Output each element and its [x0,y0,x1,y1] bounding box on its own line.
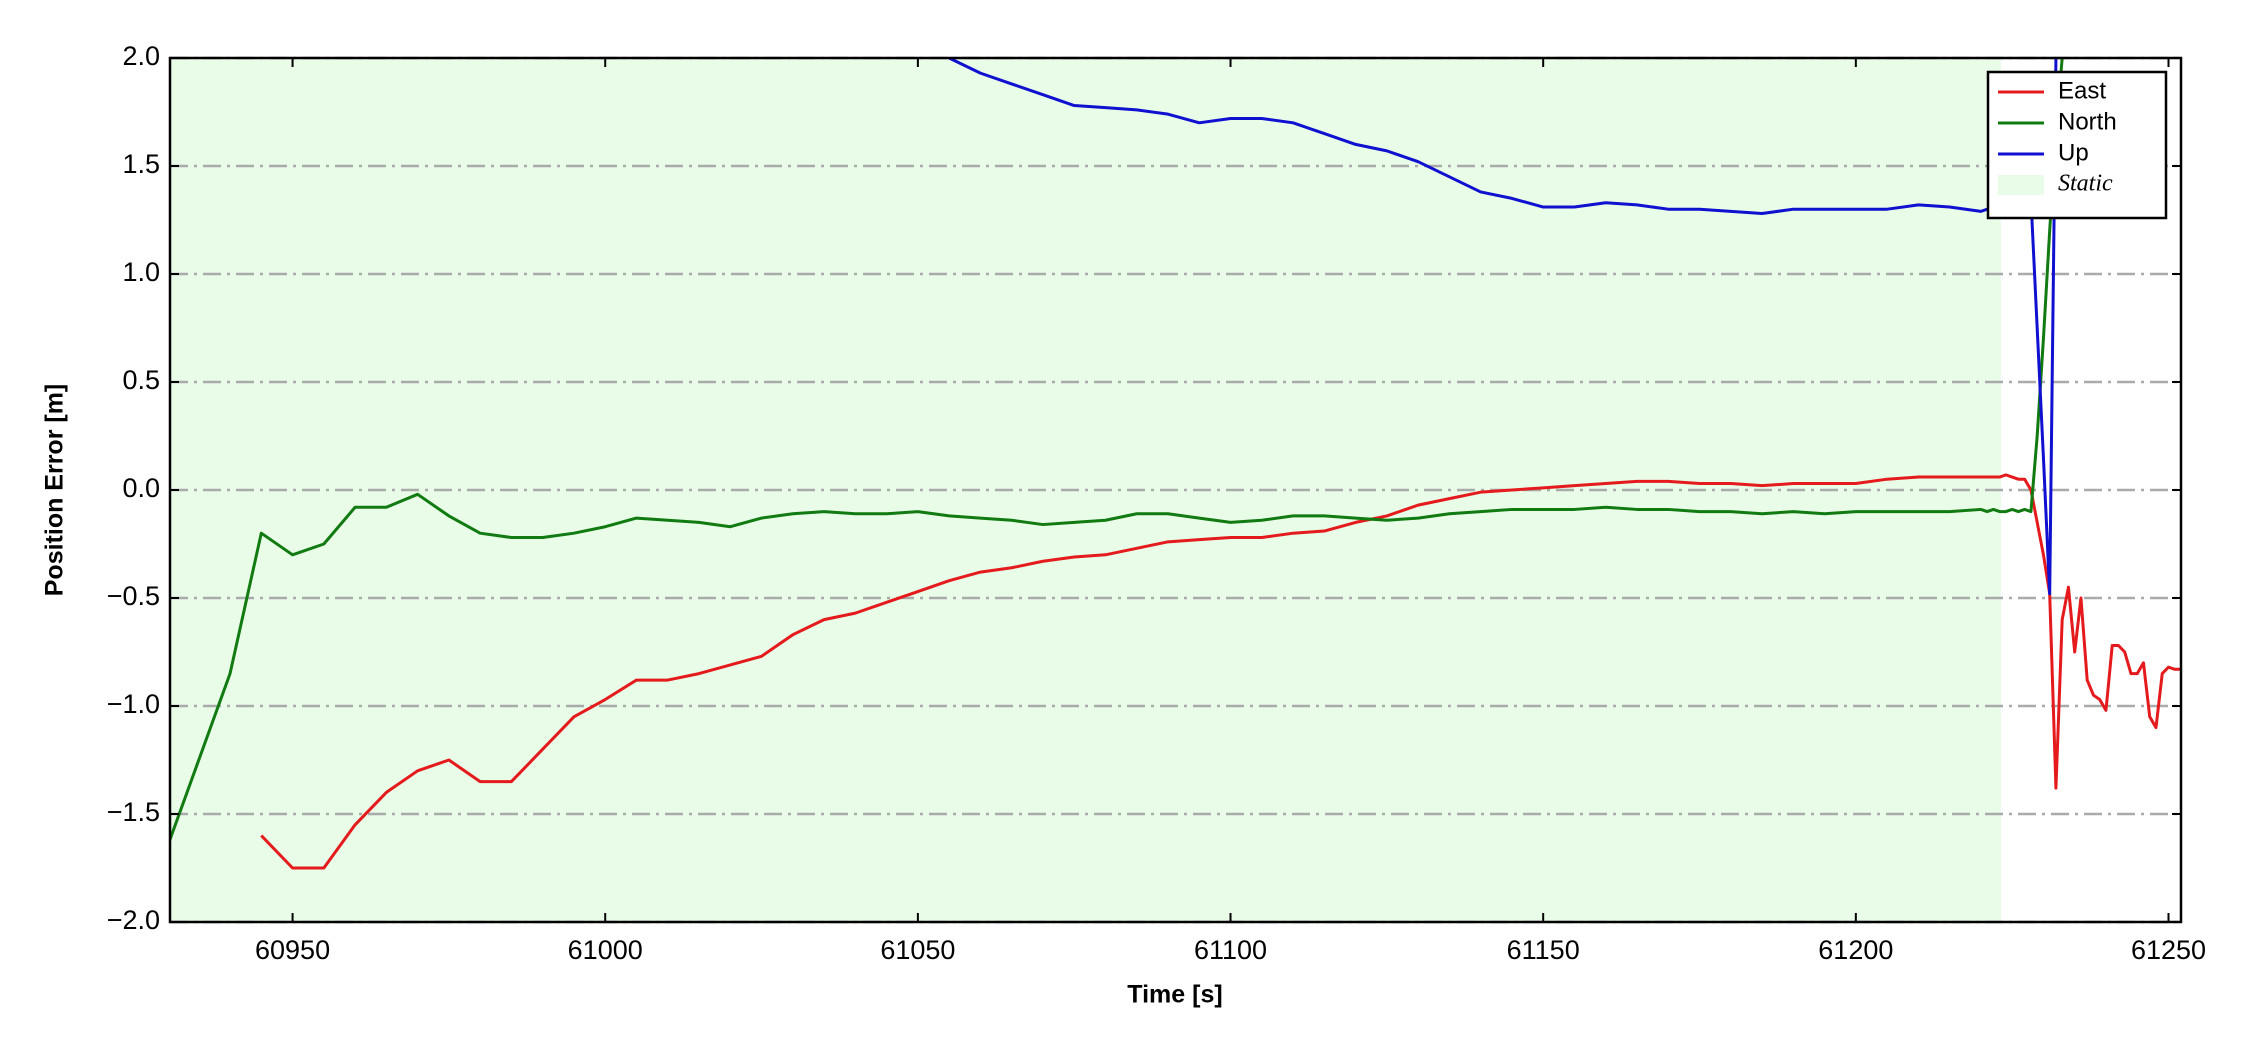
legend-label: Static [2058,171,2113,197]
series-line [260,473,2181,870]
legend-label: Up [2058,139,2089,166]
y-tick-label: −0.5 [107,581,160,611]
y-tick-label: 0.0 [122,473,160,503]
legend-box [1986,70,2168,220]
x-tick-label: 60950 [255,935,330,965]
x-tick-label: 61250 [2131,935,2206,965]
x-tick-label: 61000 [568,935,643,965]
x-axis-label: Time [s] [1127,981,1222,1009]
x-tick-label: 61200 [1818,935,1893,965]
y-tick-label: 1.0 [122,257,160,287]
y-tick-label: 0.5 [122,365,160,395]
y-tick-label: 1.5 [122,149,160,179]
x-tick-label: 61100 [1194,935,1267,965]
y-axis-label: Position Error [m] [41,384,69,597]
legend-swatch [1998,175,2044,195]
legend: East North Up Static [1986,70,2168,220]
legend-label: North [2058,108,2117,135]
x-tick-label: 61050 [880,935,955,965]
y-tick-label: −1.0 [107,689,160,719]
x-tick-label: 61150 [1507,935,1580,965]
series-line [170,58,2064,844]
y-tick-label: 2.0 [122,41,160,71]
y-tick-label: −2.0 [107,905,160,935]
axes: −2.0 −1.5 −1.0 −0.5 0.0 0.5 1.0 1.5 2.0 60950 6100… [107,41,2206,965]
legend-label: East [2058,77,2106,104]
y-tick-label: −1.5 [107,797,160,827]
